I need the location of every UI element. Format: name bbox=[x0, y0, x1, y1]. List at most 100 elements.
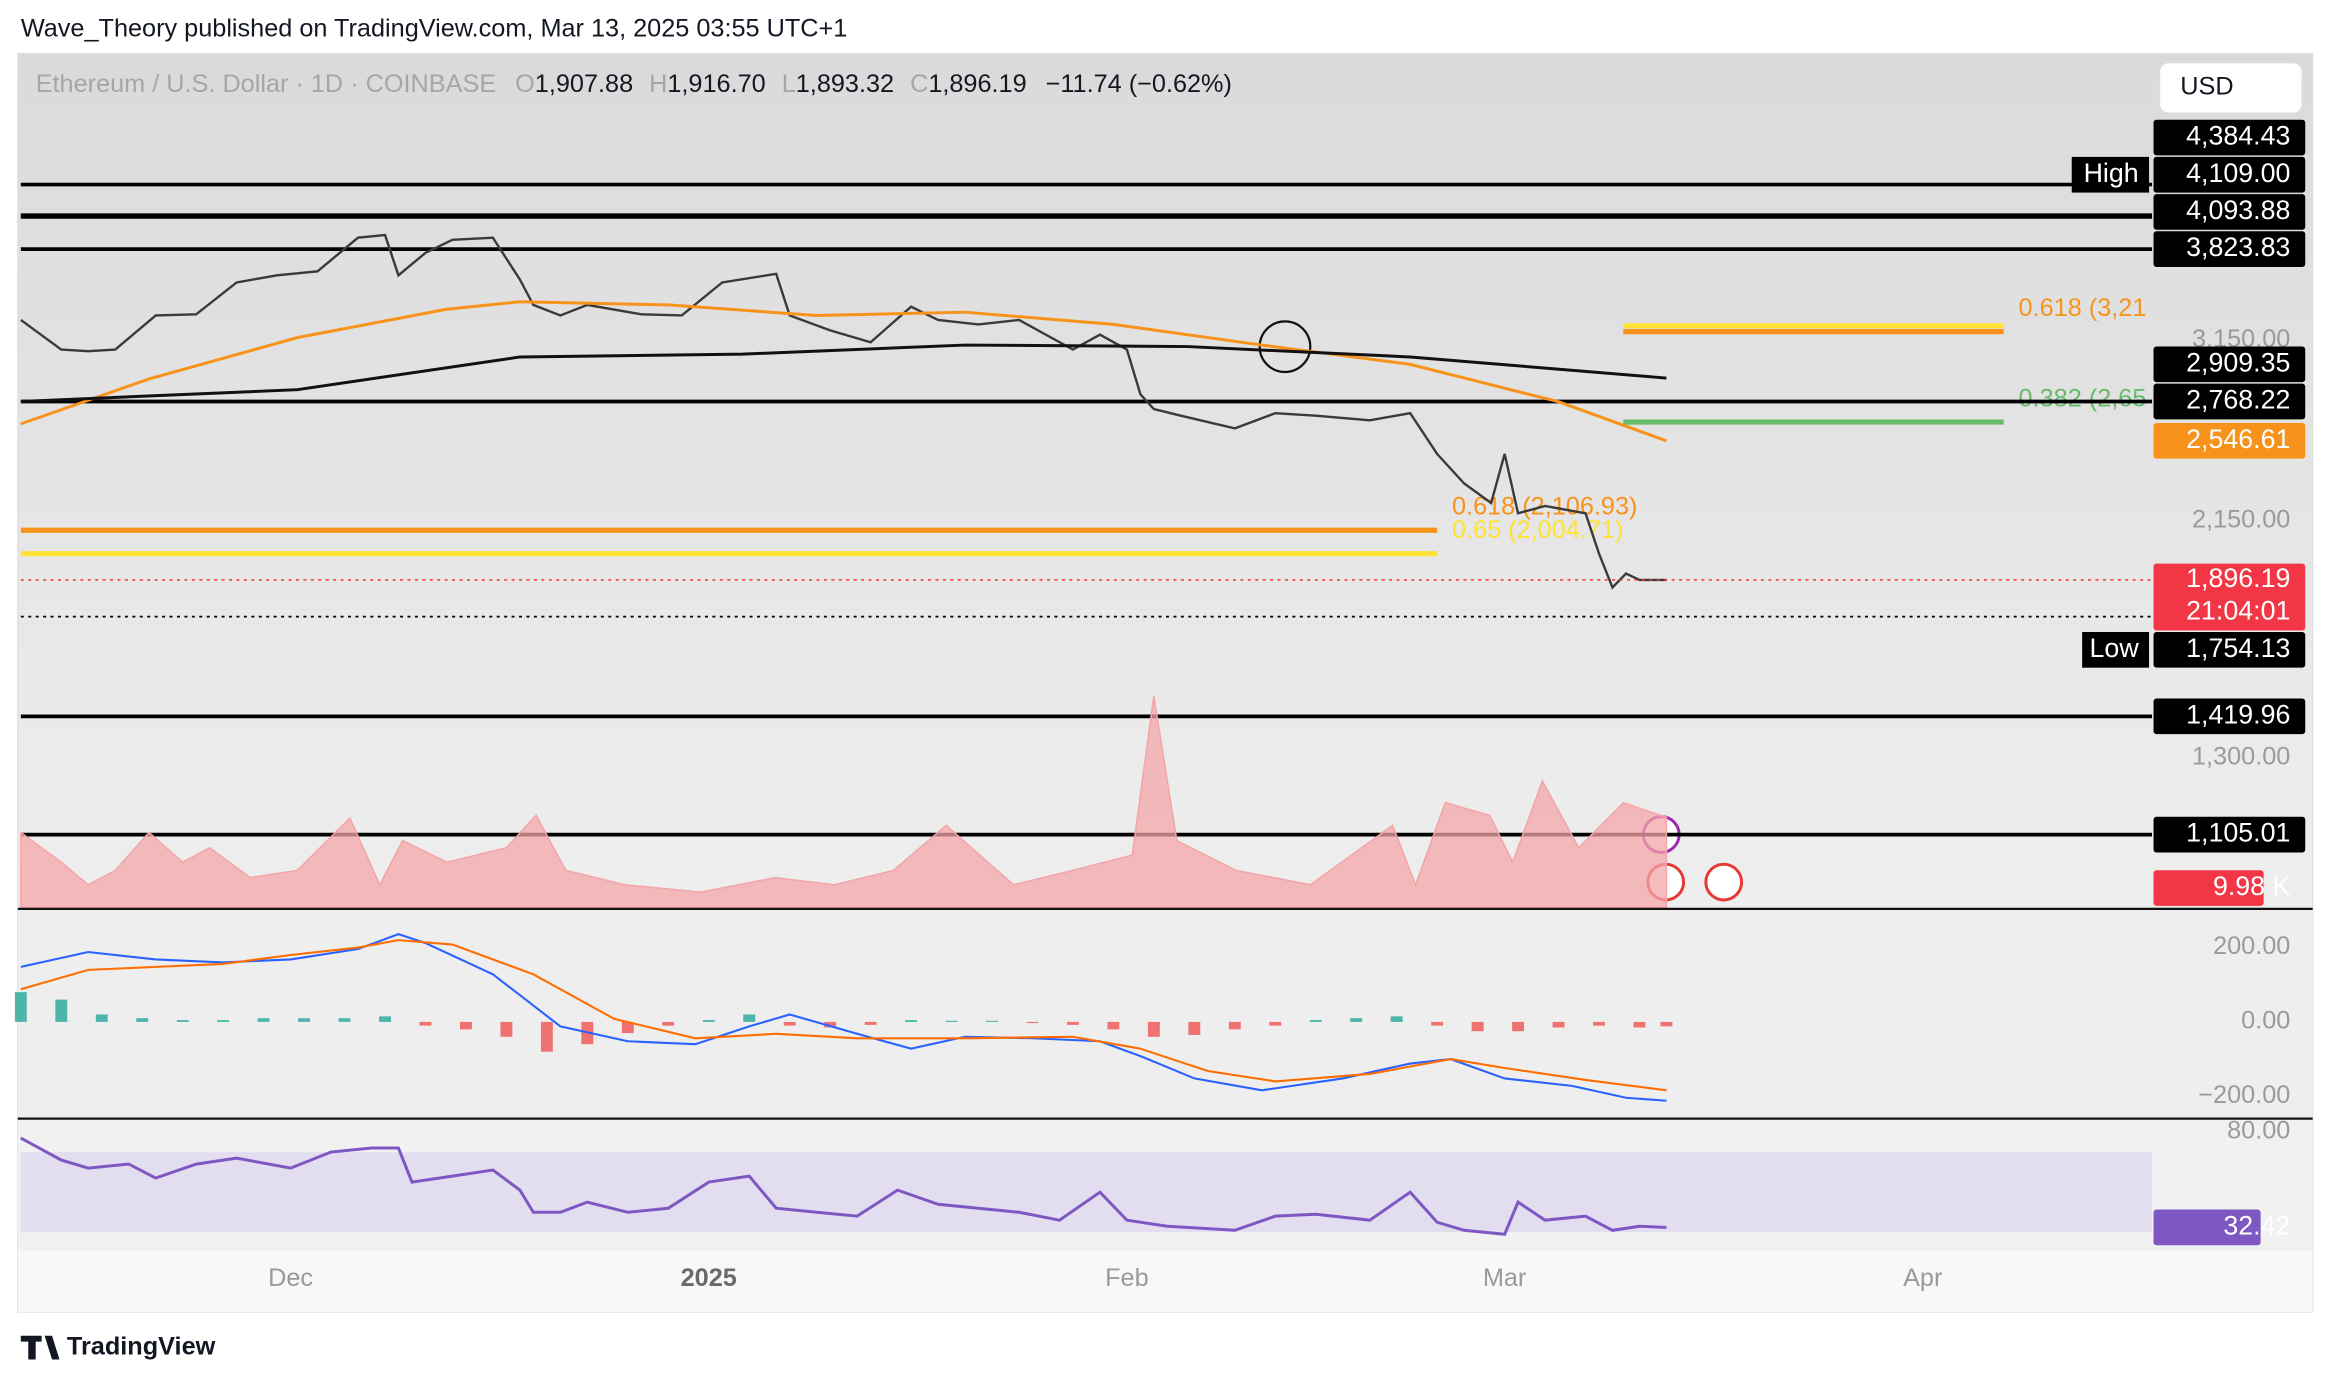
level-tag-label: High bbox=[2084, 158, 2139, 188]
series-line bbox=[20, 1136, 1667, 1236]
histogram-bar bbox=[460, 1021, 472, 1030]
logo: TradingView bbox=[20, 1332, 216, 1360]
y-tick-label: −200.00 bbox=[2198, 1081, 2290, 1109]
last-price-label: 1,896.19 bbox=[2186, 563, 2290, 593]
histogram-bar bbox=[419, 1021, 432, 1026]
price-tag-label: 32.42 bbox=[2223, 1210, 2290, 1240]
histogram-bar bbox=[1066, 1021, 1079, 1025]
histogram-bar bbox=[338, 1018, 351, 1022]
y-tick-label: 0.00 bbox=[2241, 1007, 2290, 1035]
histogram-bar bbox=[986, 1020, 998, 1022]
price-tag-label: 2,546.61 bbox=[2186, 424, 2290, 454]
histogram-bar bbox=[1026, 1021, 1039, 1024]
x-tick-label: Apr bbox=[1903, 1264, 1942, 1292]
histogram-bar bbox=[1471, 1021, 1484, 1032]
level-tag bbox=[2082, 631, 2150, 668]
price-tag bbox=[2153, 422, 2306, 459]
histogram-bar bbox=[1107, 1021, 1120, 1030]
histogram-bar bbox=[257, 1018, 270, 1022]
event-icon bbox=[1704, 862, 1744, 902]
x-tick-label: 2025 bbox=[681, 1264, 737, 1292]
price-tag bbox=[2153, 1209, 2261, 1246]
histogram-bar bbox=[55, 999, 68, 1022]
histogram-bar bbox=[824, 1021, 837, 1028]
countdown: 21:04:01 bbox=[2186, 596, 2290, 626]
ohlc-key: C bbox=[910, 70, 928, 98]
histogram-bar bbox=[1147, 1021, 1160, 1037]
series-line bbox=[20, 343, 1667, 403]
histogram-bar bbox=[136, 1018, 149, 1022]
y-tick-label: 80.00 bbox=[2227, 1117, 2290, 1145]
x-tick-label: Dec bbox=[268, 1264, 313, 1292]
ohlc-key: L bbox=[782, 70, 796, 98]
brand: TradingView bbox=[67, 1332, 216, 1360]
price-tag bbox=[2153, 816, 2306, 853]
time-axis-bg bbox=[17, 1250, 2313, 1312]
series-line bbox=[20, 933, 1667, 1102]
legend-line: Ethereum / U.S. Dollar · 1D · COINBASE O… bbox=[36, 70, 1232, 98]
byline: Wave_Theory published on TradingView.com… bbox=[21, 15, 848, 43]
price-tag-label: 1,754.13 bbox=[2186, 633, 2290, 663]
last-price-tag bbox=[2153, 563, 2306, 631]
price-tag-label: 4,093.88 bbox=[2186, 195, 2290, 225]
histogram-bar bbox=[176, 1020, 189, 1022]
change: −11.74 (−0.62%) bbox=[1046, 70, 1232, 98]
histogram-bar bbox=[945, 1020, 958, 1022]
histogram-bar bbox=[1552, 1021, 1565, 1028]
price-tag bbox=[2153, 194, 2306, 230]
histogram-bar bbox=[621, 1021, 634, 1034]
price-tag bbox=[2153, 346, 2306, 383]
histogram-bar bbox=[1633, 1021, 1646, 1028]
histogram-bar bbox=[662, 1021, 675, 1026]
histogram-bar bbox=[540, 1021, 553, 1052]
histogram-bar bbox=[1309, 1020, 1322, 1022]
histogram-bar bbox=[1269, 1021, 1282, 1026]
price-tag bbox=[2153, 383, 2306, 420]
price-tag-label: 2,768.22 bbox=[2186, 385, 2290, 415]
histogram-bar bbox=[95, 1014, 108, 1022]
fib-label: 0.382 (2,65 bbox=[2019, 384, 2147, 412]
ohlc-value: 1,907.88 bbox=[535, 70, 633, 98]
histogram-bar bbox=[379, 1016, 391, 1022]
x-tick-label: Mar bbox=[1483, 1264, 1527, 1292]
ohlc-value: 1,896.19 bbox=[928, 70, 1026, 98]
histogram-bar bbox=[500, 1021, 513, 1037]
histogram-bar bbox=[217, 1020, 230, 1022]
symbol: Ethereum / U.S. Dollar · 1D · COINBASE bbox=[36, 70, 497, 98]
price-tag bbox=[2153, 231, 2306, 267]
ohlc-key: O bbox=[515, 70, 535, 98]
currency-button[interactable] bbox=[2158, 61, 2303, 114]
series-line bbox=[20, 300, 1667, 443]
ohlc-value: 1,916.70 bbox=[667, 70, 765, 98]
price-tag-label: 3,823.83 bbox=[2186, 232, 2290, 262]
ohlc-value: 1,893.32 bbox=[796, 70, 894, 98]
price-tag bbox=[2153, 156, 2306, 193]
price-tag-label: 2,909.35 bbox=[2186, 347, 2290, 377]
level-tag bbox=[2071, 156, 2150, 193]
histogram-bar bbox=[905, 1020, 918, 1022]
histogram-bar bbox=[1431, 1021, 1444, 1026]
y-tick-label: 200.00 bbox=[2213, 932, 2290, 960]
histogram-bar bbox=[1350, 1018, 1363, 1022]
histogram-bar bbox=[864, 1021, 877, 1025]
histogram-bar bbox=[298, 1018, 311, 1022]
histogram-bar bbox=[1228, 1021, 1241, 1030]
price-tag bbox=[2153, 631, 2306, 668]
annotation-circle bbox=[1258, 320, 1312, 374]
series-line bbox=[20, 233, 1667, 590]
price-tag-label: 9.98 K bbox=[2213, 871, 2291, 901]
histogram-bar bbox=[1390, 1016, 1403, 1022]
histogram-bar bbox=[783, 1021, 796, 1026]
histogram-bar bbox=[702, 1020, 715, 1022]
price-tag bbox=[2153, 119, 2306, 156]
rsi-band bbox=[20, 1152, 2153, 1233]
x-tick-label: Feb bbox=[1105, 1264, 1149, 1292]
logo-mark bbox=[20, 1335, 60, 1360]
price-tag-label: 4,384.43 bbox=[2186, 121, 2290, 151]
currency-label[interactable]: USD bbox=[2180, 73, 2233, 101]
histogram-bar bbox=[1188, 1021, 1201, 1035]
histogram-bar bbox=[1660, 1021, 1673, 1027]
histogram-bar bbox=[1593, 1021, 1605, 1026]
price-tag-label: 1,419.96 bbox=[2186, 699, 2290, 729]
